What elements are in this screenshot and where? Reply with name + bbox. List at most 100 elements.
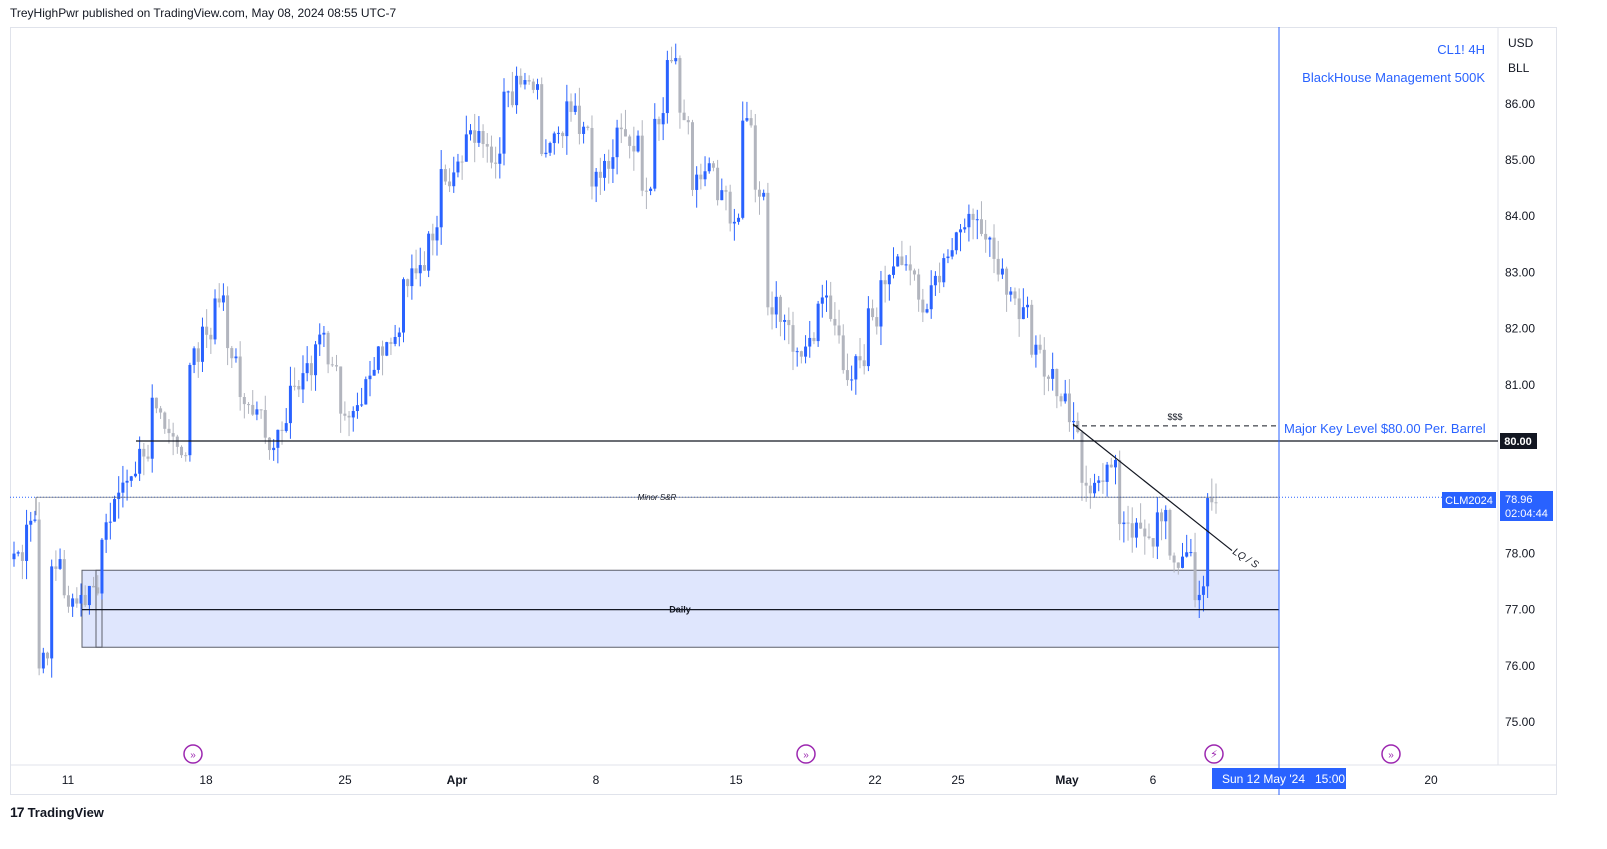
dividend-event-icon[interactable]: »: [1381, 744, 1401, 764]
candle-body: [921, 299, 925, 313]
candle-body: [481, 131, 485, 145]
candle-body: [804, 346, 808, 357]
candle-body: [979, 219, 983, 234]
candle-body: [607, 160, 611, 169]
candle-body: [946, 256, 950, 259]
candle-body: [908, 264, 912, 271]
candle-body: [46, 652, 50, 659]
daily-demand-zone[interactable]: [81, 569, 1280, 648]
candle-body: [619, 127, 623, 130]
candle-body: [435, 227, 439, 241]
candle-body: [280, 429, 284, 431]
candle-body: [1067, 393, 1071, 423]
candle-body: [1160, 512, 1164, 522]
trendline-label: LQ / S: [1230, 547, 1260, 572]
candle-body: [1139, 522, 1143, 529]
candle-body: [640, 135, 644, 191]
candle-body: [1122, 522, 1126, 525]
candle-body: [1034, 344, 1038, 355]
candle-body: [100, 539, 104, 594]
candle-body: [1026, 304, 1030, 308]
trendline[interactable]: [1072, 423, 1233, 552]
candle-body: [389, 342, 393, 344]
candle-body: [707, 163, 711, 172]
candle-body: [778, 296, 782, 322]
candle-body: [552, 133, 556, 144]
candle-body: [674, 58, 678, 62]
candle-body: [611, 157, 615, 169]
candle-body: [1059, 396, 1063, 402]
candle-body: [138, 448, 142, 474]
candle-body: [569, 101, 573, 112]
candle-body: [1126, 522, 1130, 524]
chart-frame[interactable]: [10, 27, 1557, 795]
candle-body: [456, 161, 460, 173]
candle-body: [263, 410, 267, 438]
candle-body: [431, 233, 435, 241]
candle-body: [950, 250, 954, 257]
candle-body: [720, 190, 724, 201]
price-tick-label: 84.00: [1505, 209, 1535, 223]
currency-selector[interactable]: USD: [1508, 36, 1534, 50]
candle-body: [904, 264, 908, 266]
candle-body: [297, 385, 301, 390]
candle-body: [892, 266, 896, 275]
ticker-badge: [1442, 492, 1496, 508]
minor-sr-label: Minor S&R: [638, 493, 677, 502]
candle-body: [1076, 420, 1080, 433]
candle-body: [1051, 368, 1055, 379]
price-tick-label: 76.00: [1505, 659, 1535, 673]
candle-body: [113, 499, 117, 522]
unit-selector[interactable]: BLL: [1508, 61, 1530, 75]
candle-body: [347, 415, 351, 418]
crosshair-date-text: Sun 12 May '24 15:00: [1222, 772, 1345, 786]
tradingview-logo-icon: 17: [10, 804, 25, 820]
candle-body: [142, 448, 146, 457]
candle-body: [1013, 291, 1017, 299]
candle-body: [502, 91, 506, 154]
candle-body: [871, 308, 875, 318]
candle-body: [1105, 464, 1109, 482]
candle-body: [703, 171, 707, 180]
candle-body: [205, 326, 209, 335]
price-tick-label: 75.00: [1505, 715, 1535, 729]
candle-body: [636, 135, 640, 152]
candle-body: [452, 172, 456, 187]
candle-body: [397, 332, 401, 337]
economic-event-icon[interactable]: ⚡: [1204, 744, 1224, 764]
svg-text:»: »: [803, 750, 809, 761]
footer-brand[interactable]: 17 TradingView: [10, 804, 104, 820]
time-tick-label: Apr: [447, 773, 468, 787]
candle-body: [695, 174, 699, 190]
candle-body: [414, 268, 418, 274]
candle-body: [728, 191, 732, 224]
candle-body: [561, 132, 565, 137]
candle-body: [531, 81, 535, 90]
candle-body: [469, 130, 473, 135]
candle-body: [1147, 536, 1151, 539]
candle-body: [196, 348, 200, 362]
candle-body: [259, 409, 263, 411]
candle-body: [833, 318, 837, 326]
candle-body: [376, 346, 380, 370]
candle-body: [238, 356, 242, 398]
dividend-event-icon[interactable]: »: [183, 744, 203, 764]
candle-body: [678, 58, 682, 113]
candle-body: [556, 132, 560, 134]
candle-body: [929, 285, 933, 310]
candle-body: [175, 436, 179, 447]
candle-body: [732, 221, 736, 224]
candle-body: [381, 346, 385, 356]
time-tick-label: 25: [951, 773, 965, 787]
price-axis-labels: 75.00 76.00 77.00 78.00 81.00 82.00 83.00 84.00…: [1505, 97, 1535, 729]
candle-body: [933, 275, 937, 286]
price-tick-label: 82.00: [1505, 322, 1535, 336]
candle-body: [841, 335, 845, 371]
candlestick-series: [12, 43, 1218, 678]
dividend-event-icon[interactable]: »: [796, 744, 816, 764]
candle-body: [716, 167, 720, 201]
candle-body: [188, 364, 192, 456]
candle-body: [737, 217, 741, 222]
candle-body: [54, 566, 58, 569]
